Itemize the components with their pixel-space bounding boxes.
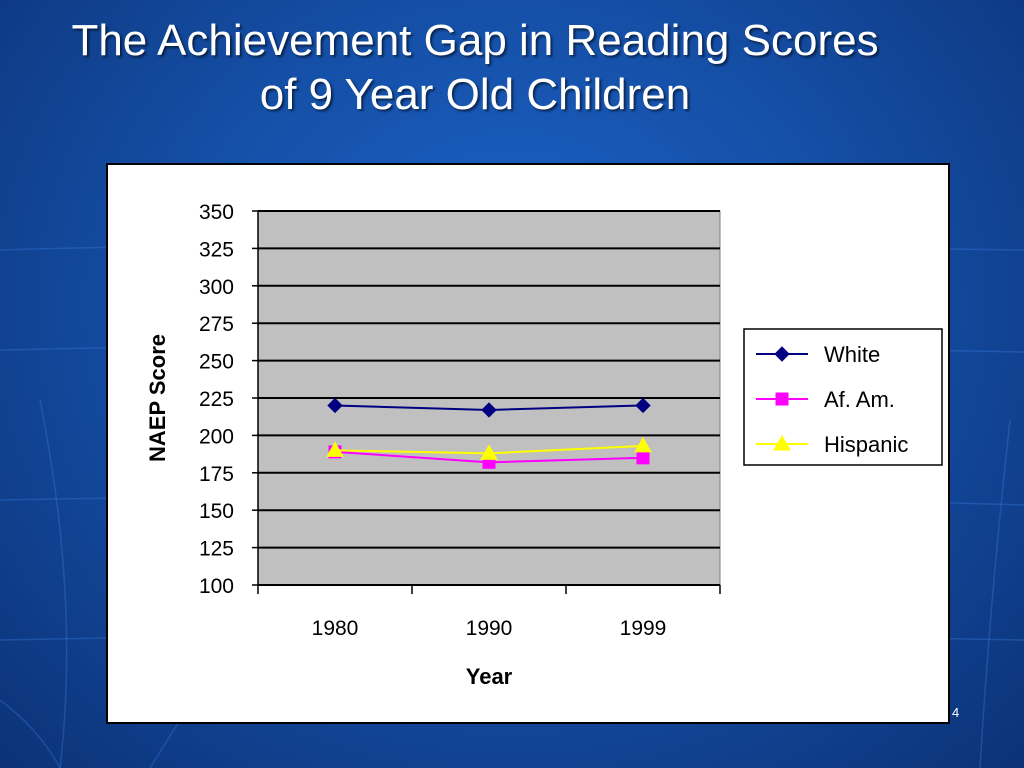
data-point-af-am — [636, 451, 650, 465]
y-axis: 100 125 150 175 200 225 250 275 300 325 350 — [199, 201, 259, 598]
y-tick-label: 350 — [199, 201, 234, 224]
y-tick-label: 100 — [199, 575, 234, 598]
x-axis-title: Year — [466, 664, 513, 689]
legend-items: White Af. Am. Hispanic — [756, 342, 908, 457]
y-tick-label: 275 — [199, 313, 234, 336]
y-tick-label: 150 — [199, 500, 234, 523]
legend-marker — [775, 392, 789, 406]
series-white — [327, 397, 651, 418]
chart-panel: 100 125 150 175 200 225 250 275 300 325 350 1980 19… — [106, 163, 950, 724]
x-tick-label: 1990 — [466, 617, 513, 640]
legend-item-hispanic: Hispanic — [756, 432, 908, 457]
slide-title-line-2: of 9 Year Old Children — [259, 70, 691, 119]
y-tick-label: 300 — [199, 276, 234, 299]
slide-title-line-1: The Achievement Gap in Reading Scores — [71, 16, 879, 65]
legend-marker — [773, 434, 791, 451]
data-point-hispanic — [634, 436, 652, 453]
data-point-white — [327, 397, 343, 414]
y-tick-label: 200 — [199, 425, 234, 448]
series-hispanic — [326, 436, 652, 460]
series-layer — [326, 397, 652, 469]
page-number: 4 — [952, 705, 960, 720]
y-axis-title: NAEP Score — [145, 334, 170, 462]
x-tick-label: 1999 — [620, 617, 667, 640]
slide-title: The Achievement Gap in Reading Scores of… — [0, 14, 950, 122]
y-tick-label: 175 — [199, 463, 234, 486]
data-point-white — [481, 402, 497, 418]
legend-item-white: White — [756, 342, 880, 367]
x-tick-label: 1980 — [312, 617, 359, 640]
legend-label: White — [824, 342, 880, 367]
data-point-hispanic — [480, 444, 498, 460]
legend-item-af-am: Af. Am. — [756, 387, 895, 412]
y-tick-label: 125 — [199, 538, 234, 561]
data-point-white — [635, 397, 651, 414]
data-point-hispanic — [326, 441, 344, 457]
y-tick-label: 250 — [199, 351, 234, 374]
legend: White Af. Am. Hispanic — [743, 328, 943, 466]
legend-label: Af. Am. — [824, 387, 895, 412]
y-tick-label: 325 — [199, 238, 234, 261]
legend-label: Hispanic — [824, 432, 908, 457]
y-tick-label: 225 — [199, 388, 234, 411]
x-axis: 1980 1990 1999 — [257, 584, 721, 640]
legend-marker — [774, 346, 790, 362]
